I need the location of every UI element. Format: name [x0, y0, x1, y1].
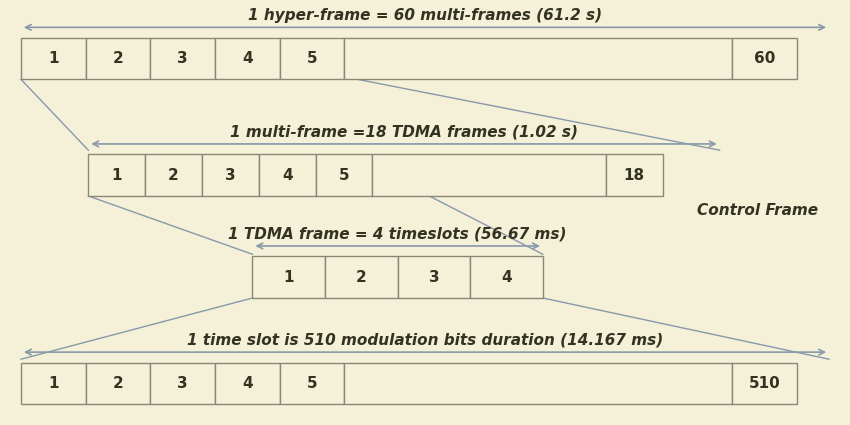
Text: 1: 1: [48, 376, 59, 391]
Bar: [202, 154, 258, 196]
Text: 3: 3: [428, 270, 439, 285]
Bar: [150, 38, 215, 79]
Text: 5: 5: [338, 167, 349, 183]
Bar: [398, 256, 470, 298]
Text: 3: 3: [178, 51, 188, 66]
Bar: [258, 154, 315, 196]
Bar: [150, 363, 215, 404]
Text: 5: 5: [307, 376, 317, 391]
Text: Control Frame: Control Frame: [697, 203, 818, 218]
Text: 1 hyper-frame = 60 multi-frames (61.2 s): 1 hyper-frame = 60 multi-frames (61.2 s): [248, 8, 602, 23]
Text: 1 TDMA frame = 4 timeslots (56.67 ms): 1 TDMA frame = 4 timeslots (56.67 ms): [229, 227, 567, 242]
Bar: [470, 256, 543, 298]
Text: 1 multi-frame =18 TDMA frames (1.02 s): 1 multi-frame =18 TDMA frames (1.02 s): [230, 125, 578, 140]
Text: 18: 18: [624, 167, 645, 183]
Text: 2: 2: [356, 270, 366, 285]
Text: 1 time slot is 510 modulation bits duration (14.167 ms): 1 time slot is 510 modulation bits durat…: [187, 333, 663, 348]
Text: 5: 5: [307, 51, 317, 66]
Text: 1: 1: [284, 270, 294, 285]
Bar: [145, 154, 202, 196]
Bar: [732, 363, 796, 404]
Text: 4: 4: [502, 270, 512, 285]
Bar: [344, 38, 732, 79]
Bar: [280, 363, 344, 404]
Bar: [732, 38, 796, 79]
Bar: [215, 363, 280, 404]
Bar: [21, 38, 86, 79]
Bar: [280, 38, 344, 79]
Bar: [325, 256, 398, 298]
Bar: [215, 38, 280, 79]
Text: 4: 4: [242, 51, 252, 66]
Bar: [606, 154, 663, 196]
Bar: [344, 363, 732, 404]
Text: 2: 2: [112, 376, 123, 391]
Text: 3: 3: [225, 167, 235, 183]
Text: 4: 4: [242, 376, 252, 391]
Bar: [21, 363, 86, 404]
Text: 1: 1: [111, 167, 122, 183]
Text: 4: 4: [282, 167, 292, 183]
Text: 2: 2: [168, 167, 179, 183]
Bar: [86, 38, 150, 79]
Bar: [252, 256, 325, 298]
Text: 60: 60: [754, 51, 775, 66]
Text: 3: 3: [178, 376, 188, 391]
Text: 1: 1: [48, 51, 59, 66]
Bar: [86, 363, 150, 404]
Text: 2: 2: [112, 51, 123, 66]
Bar: [315, 154, 372, 196]
Bar: [372, 154, 606, 196]
Text: 510: 510: [749, 376, 780, 391]
Bar: [88, 154, 145, 196]
